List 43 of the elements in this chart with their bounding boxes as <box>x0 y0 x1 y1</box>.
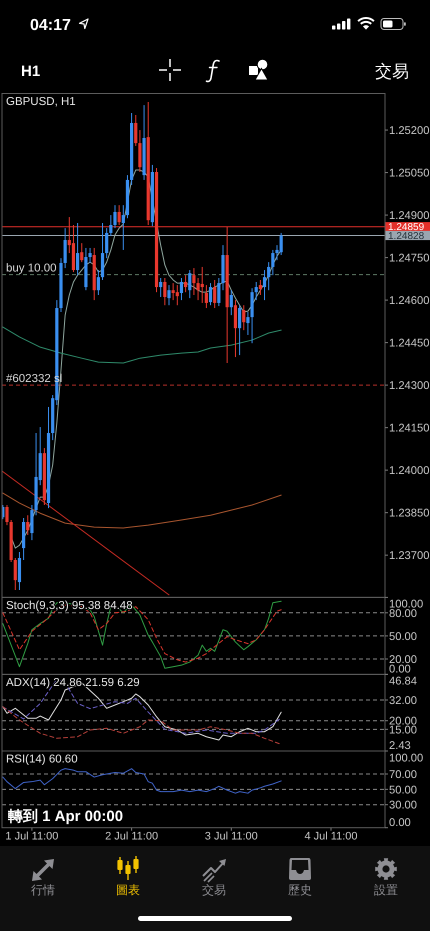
text: 交易 <box>375 62 409 81</box>
y-tick-label: 32.00 <box>389 694 417 707</box>
y-tick-label: 100.00 <box>389 752 424 764</box>
x-tick-label: 3 Jul 11:00 <box>204 830 258 843</box>
y-tick-label: 20.00 <box>389 654 417 666</box>
y-tick-label: 0.00 <box>389 816 411 829</box>
text: 交易 <box>202 883 226 897</box>
y-tick-label: 30.00 <box>389 800 417 812</box>
chart-title: GBPUSD, H1 <box>6 96 76 108</box>
y-tick-label: 0.00 <box>389 664 411 676</box>
text: 設置 <box>374 883 398 897</box>
chart-title: RSI(14) 60.60 <box>6 754 78 766</box>
text: 04:17 <box>30 17 72 34</box>
y-tick-label: 46.84 <box>389 676 417 688</box>
y-tick-label: 80.00 <box>389 608 417 620</box>
y-tick-label: 1.24150 <box>389 422 430 435</box>
y-tick-label: 1.24450 <box>389 338 430 350</box>
y-tick-label: 1.25050 <box>389 168 430 180</box>
annotation: 轉到 1 Apr 00:00 <box>7 808 124 825</box>
text: H1 <box>21 63 40 80</box>
y-tick-label: 1.24750 <box>389 252 430 265</box>
y-tick-label: 2.43 <box>389 740 411 752</box>
x-tick-label: 4 Jul 11:00 <box>304 830 358 843</box>
ref-line-label: 1.24859 <box>388 222 425 234</box>
x-tick-label: 2 Jul 11:00 <box>105 830 158 843</box>
y-tick-label: 15.00 <box>389 724 417 736</box>
y-tick-label: 50.00 <box>389 784 417 796</box>
y-tick-label: 1.24300 <box>389 380 430 392</box>
text: 歷史 <box>288 883 312 897</box>
text: 圖表 <box>116 883 140 897</box>
text: 行情 <box>31 883 55 897</box>
x-tick-label: 1 Jul 11:00 <box>5 830 58 843</box>
y-tick-label: 1.23700 <box>389 550 430 562</box>
y-tick-label: 1.24000 <box>389 465 430 478</box>
ref-line-label: 1.24828 <box>388 230 425 242</box>
ref-line-label: #602332 sl <box>6 373 62 386</box>
ref-line-label: buy 10.00 <box>6 262 57 275</box>
y-tick-label: 50.00 <box>389 630 417 643</box>
y-tick-label: 1.25200 <box>389 125 430 138</box>
y-tick-label: 1.24600 <box>389 295 430 308</box>
y-tick-label: 1.24900 <box>389 210 430 222</box>
y-tick-label: 70.00 <box>389 769 417 782</box>
y-tick-label: 1.23850 <box>389 508 430 520</box>
